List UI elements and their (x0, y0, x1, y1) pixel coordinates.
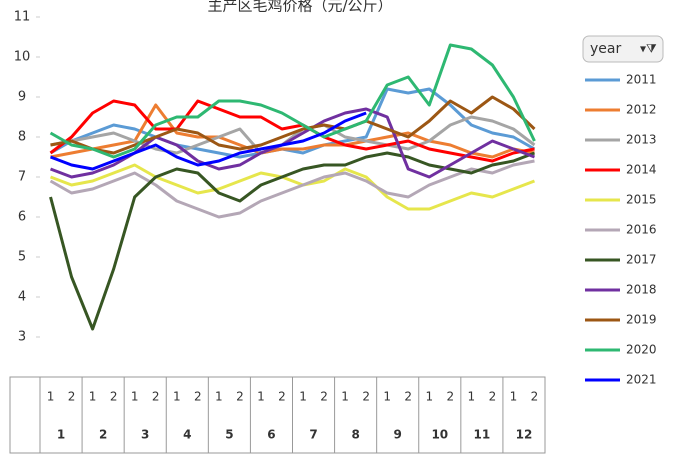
legend-title: year (590, 41, 621, 57)
line (49, 111, 367, 171)
x-tick-label: 1 (341, 390, 349, 404)
month-label: 12 (516, 428, 533, 442)
x-tick-label: 2 (531, 390, 539, 404)
line (49, 159, 535, 219)
legend-label: 2014 (626, 163, 657, 177)
legend-label: 2019 (626, 313, 657, 327)
legend-label: 2012 (626, 103, 657, 117)
x-tick-label: 2 (68, 390, 76, 404)
month-label: 2 (99, 428, 107, 442)
month-label: 6 (267, 428, 275, 442)
x-tick-label: 2 (489, 390, 497, 404)
x-tick-label: 2 (404, 390, 412, 404)
x-tick-label: 1 (173, 390, 181, 404)
x-tick-label: 1 (425, 390, 433, 404)
legend-label: 2018 (626, 283, 657, 297)
legend-label: 2016 (626, 223, 657, 237)
y-tick-label: 8 (18, 130, 26, 145)
month-label: 4 (183, 428, 191, 442)
line (49, 43, 536, 159)
legend-label: 2011 (626, 73, 657, 87)
y-tick-label: 7 (18, 170, 26, 185)
month-label: 5 (225, 428, 233, 442)
y-tick-label: 11 (14, 10, 31, 25)
month-label: 10 (431, 428, 448, 442)
month-label: 9 (394, 428, 402, 442)
x-tick-label: 1 (47, 390, 55, 404)
chart-title: 主产区毛鸡价格（元/公斤） (207, 0, 392, 15)
legend-label: 2017 (626, 253, 657, 267)
legend-filter[interactable] (582, 35, 664, 63)
line (50, 115, 536, 155)
month-label: 11 (474, 428, 491, 442)
filter-icon: ▾⧩ (640, 42, 657, 56)
x-tick-label: 2 (362, 390, 370, 404)
legend-label: 2013 (626, 133, 657, 147)
line (50, 95, 536, 155)
x-label-band (9, 376, 546, 454)
y-tick-label: 9 (18, 90, 26, 105)
x-tick-label: 2 (320, 390, 328, 404)
month-label: 7 (309, 428, 317, 442)
y-tick-label: 10 (14, 50, 31, 65)
line (49, 87, 536, 159)
y-tick-label: 4 (18, 290, 26, 305)
legend-label: 2020 (626, 343, 657, 357)
line (50, 103, 535, 159)
x-tick-label: 2 (236, 390, 244, 404)
legend-label: 2021 (626, 373, 657, 387)
legend-label: 2015 (626, 193, 657, 207)
x-tick-label: 2 (194, 390, 202, 404)
x-tick-label: 1 (299, 390, 307, 404)
month-label: 1 (57, 428, 65, 442)
month-label: 8 (351, 428, 359, 442)
x-tick-label: 2 (110, 390, 118, 404)
x-tick-label: 2 (278, 390, 286, 404)
line (49, 99, 535, 163)
x-tick-label: 1 (510, 390, 518, 404)
y-tick-label: 3 (18, 330, 26, 345)
x-tick-label: 1 (383, 390, 391, 404)
x-tick-label: 1 (215, 390, 223, 404)
line (49, 151, 536, 331)
y-tick-label: 5 (18, 250, 26, 265)
x-tick-label: 1 (89, 390, 97, 404)
month-label: 3 (141, 428, 149, 442)
x-tick-label: 2 (152, 390, 160, 404)
x-tick-label: 1 (131, 390, 139, 404)
x-tick-label: 1 (257, 390, 265, 404)
y-tick-label: 6 (18, 210, 26, 225)
x-tick-label: 1 (468, 390, 476, 404)
x-tick-label: 2 (446, 390, 454, 404)
line (49, 163, 536, 211)
